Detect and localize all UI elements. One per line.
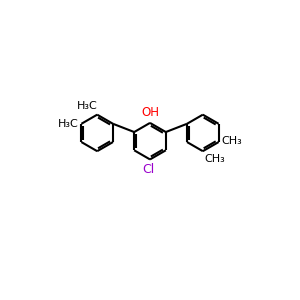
Text: Cl: Cl — [142, 163, 155, 176]
Text: OH: OH — [141, 106, 159, 119]
Text: CH₃: CH₃ — [222, 136, 242, 146]
Text: H₃C: H₃C — [58, 119, 79, 129]
Text: H₃C: H₃C — [76, 101, 97, 111]
Text: CH₃: CH₃ — [204, 154, 225, 164]
